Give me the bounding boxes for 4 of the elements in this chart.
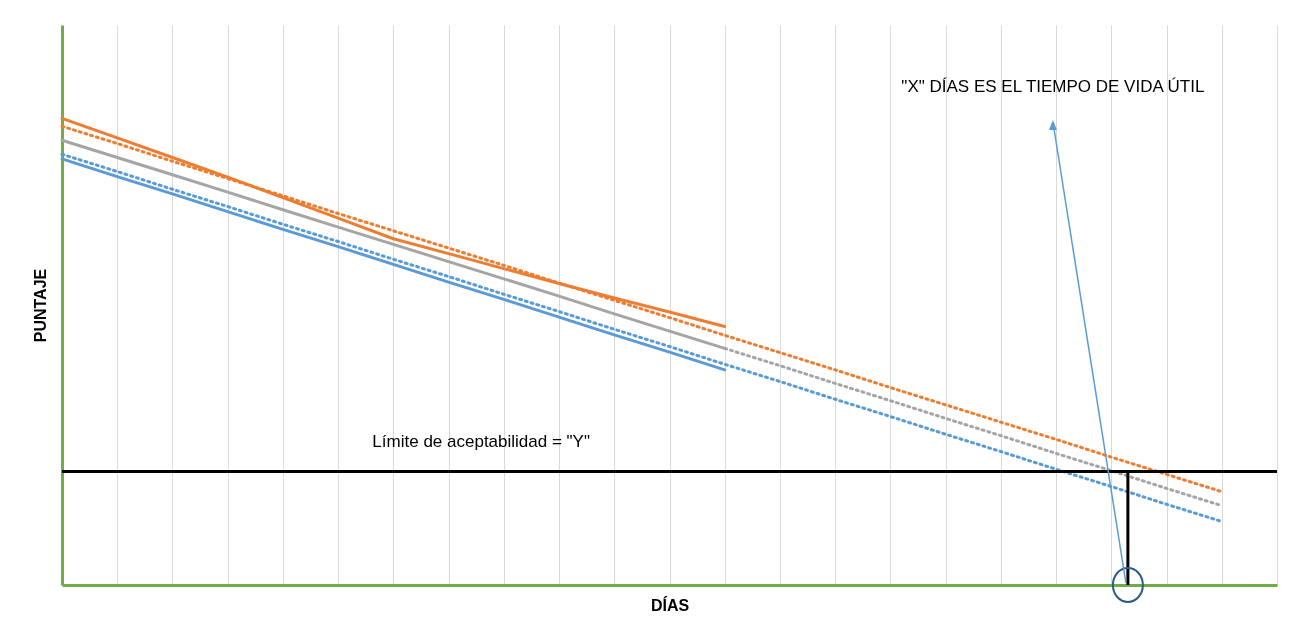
ref-line-label: Límite de aceptabilidad = "Y" xyxy=(372,431,590,451)
x-axis-title: DÍAS xyxy=(650,595,690,614)
text: "X" DÍAS ES EL TIEMPO DE VIDA ÚTIL xyxy=(901,77,1205,96)
y-axis-title: PUNTAJE xyxy=(31,268,49,343)
